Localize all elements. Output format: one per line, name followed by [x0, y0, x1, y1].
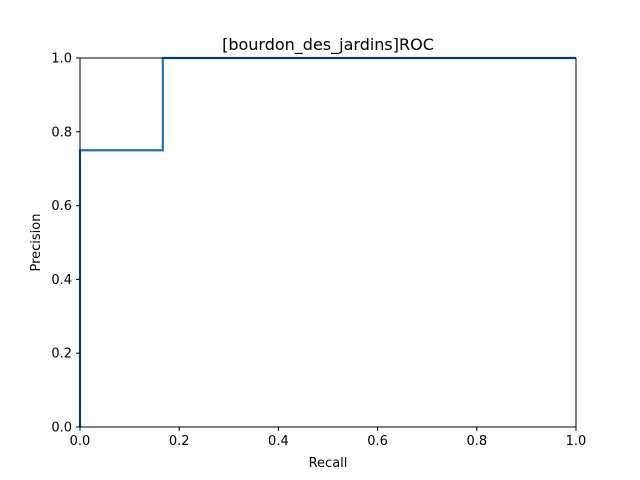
y-tick-label: 0.4 — [51, 273, 72, 288]
x-axis-label: Recall — [309, 456, 348, 471]
x-tick-label: 0.4 — [268, 434, 289, 449]
x-tick-label: 0.8 — [466, 434, 487, 449]
y-tick-label: 0.2 — [51, 347, 72, 362]
x-tick-label: 0.0 — [70, 434, 91, 449]
y-tick-label: 0.8 — [51, 125, 72, 140]
y-tick-label: 0.6 — [51, 199, 72, 214]
x-axis-ticks: 0.0 0.2 0.4 0.6 0.8 1.0 — [70, 427, 587, 449]
y-tick-label: 0.0 — [51, 421, 72, 436]
x-tick-label: 0.2 — [169, 434, 190, 449]
series-line — [78, 56, 576, 427]
chart-title: [bourdon_des_jardins]ROC — [222, 35, 434, 55]
plot-area — [78, 56, 577, 428]
y-tick-label: 1.0 — [51, 52, 72, 67]
x-tick-label: 0.6 — [367, 434, 388, 449]
plot-frame — [79, 57, 577, 428]
x-tick-label: 1.0 — [566, 434, 587, 449]
y-axis-label: Precision — [29, 213, 44, 271]
y-axis-ticks: 0.0 0.2 0.4 0.6 0.8 1.0 — [51, 52, 80, 436]
